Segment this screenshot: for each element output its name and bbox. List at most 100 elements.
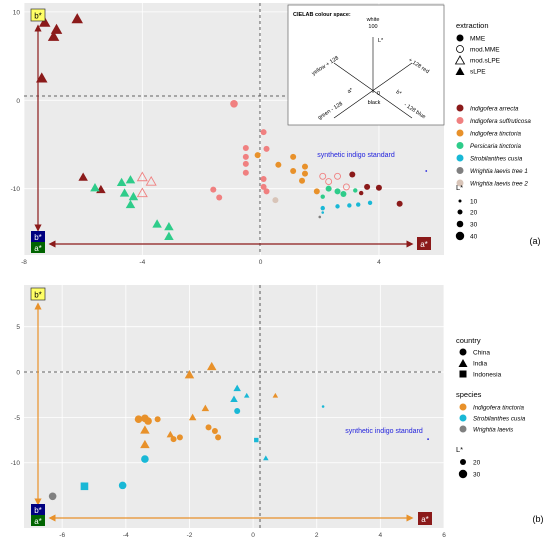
synthetic-standard-point	[425, 170, 428, 172]
data-point	[349, 171, 356, 178]
data-point	[205, 424, 212, 431]
data-point	[254, 437, 259, 443]
data-point	[325, 185, 332, 192]
panel-b-label: (b)	[533, 514, 544, 524]
data-point	[90, 183, 100, 192]
data-point	[80, 482, 89, 491]
data-point	[230, 395, 238, 403]
data-point	[299, 177, 306, 184]
x-tick-label: -4	[139, 259, 145, 266]
data-point	[356, 202, 361, 207]
data-point	[211, 427, 218, 434]
data-point	[176, 434, 183, 441]
legend-species-label: Wrightia laevis tree 1	[470, 168, 528, 175]
data-point	[375, 184, 382, 191]
data-point	[272, 392, 279, 398]
legend-b-country-title: country	[456, 336, 481, 345]
panel-a-box-b-neg-label: b*	[34, 233, 42, 242]
legend-a-size-20: 20	[470, 210, 478, 217]
data-point	[144, 417, 152, 425]
data-point	[396, 200, 403, 207]
panel-a-box-b-pos	[30, 8, 46, 22]
legend-a-size-30: 30	[470, 222, 478, 229]
panel-b-box-b-pos	[30, 287, 46, 301]
x-tick-label: -4	[123, 532, 129, 539]
legend-b-size-30: 30	[473, 472, 481, 479]
y-tick-label: 10	[13, 9, 21, 16]
data-point	[353, 188, 358, 193]
panel-a-synthetic-label: synthetic indigo standard	[317, 152, 395, 159]
legend-a-mod-slpe-icon	[454, 55, 466, 65]
panel-b-grid	[24, 285, 445, 528]
panel-b-box-a-neg-label: a*	[34, 517, 42, 526]
panel-b-synthetic-label: synthetic indigo standard	[345, 428, 423, 435]
panel-a-label: (a)	[530, 236, 541, 246]
panel-b-box-b-neg-label: b*	[34, 506, 42, 515]
data-point	[272, 197, 279, 204]
data-point	[35, 72, 48, 83]
legend-species-icon	[456, 104, 464, 112]
legend-species-icon	[459, 414, 467, 422]
legend-species-label: Persicaria tinctoria	[470, 143, 521, 150]
data-point	[318, 215, 322, 219]
panel-b-legend: country China India Indonesia species In…	[456, 336, 526, 479]
data-point	[313, 188, 320, 195]
data-point	[116, 177, 127, 187]
legend-species-icon	[456, 154, 464, 162]
data-point	[364, 183, 371, 190]
panel-a-box-a-neg	[31, 242, 45, 253]
legend-species-icon	[459, 403, 467, 411]
data-point	[206, 361, 217, 371]
x-tick-label: -8	[21, 259, 27, 266]
data-point	[320, 194, 325, 199]
cielab-a-axis	[333, 62, 413, 119]
panel-b-background	[24, 285, 444, 528]
legend-a-size-20-icon	[457, 209, 463, 215]
legend-a-size-10-icon	[458, 199, 462, 203]
data-point	[263, 455, 269, 461]
legend-a-size-10: 10	[470, 199, 478, 206]
data-point	[367, 200, 373, 206]
cielab-inset: CIELAB colour space: white 100 L* 0 blac…	[287, 4, 445, 126]
data-point	[210, 186, 217, 193]
data-point	[242, 169, 249, 176]
legend-species-icon	[456, 179, 464, 187]
legend-a-size-40: 40	[470, 234, 478, 241]
legend-b-india-icon	[458, 359, 468, 367]
x-tick-label: 6	[442, 532, 446, 539]
legend-a-mod-mme-icon	[456, 45, 464, 53]
data-point	[145, 175, 157, 186]
legend-species-label: Wrightia laevis tree 2	[470, 181, 528, 188]
legend-species-label: Wrightia laevis	[473, 427, 513, 434]
legend-species-icon	[456, 142, 464, 149]
data-point	[38, 16, 51, 27]
data-point	[275, 161, 282, 168]
data-point	[301, 170, 308, 177]
legend-b-size-20: 20	[473, 460, 481, 467]
data-point	[347, 203, 352, 208]
data-point	[290, 153, 297, 160]
data-point	[118, 481, 127, 490]
y-tick-label: 0	[16, 98, 20, 105]
legend-b-size-30-icon	[458, 469, 468, 479]
data-point	[242, 145, 249, 152]
cielab-a-label: a*	[347, 87, 355, 95]
cielab-white: white	[366, 17, 380, 23]
y-tick-label: -10	[11, 460, 21, 467]
legend-species-icon	[456, 129, 464, 137]
data-point	[152, 219, 162, 228]
legend-a-size-title: L*	[456, 183, 463, 192]
panel-b-box-a-pos-label: a*	[421, 515, 429, 524]
legend-b-size-20-icon	[460, 459, 466, 465]
cielab-b-label: b*	[395, 89, 403, 97]
data-point	[48, 492, 57, 501]
panel-b: -6 -4 -2 0 2 4 6 5 0 -5 -10 b* b* a* a* synthetic …	[11, 285, 544, 539]
data-point	[301, 163, 308, 170]
panel-a-box-b-neg	[31, 231, 45, 242]
panel-a-box-a-neg-label: a*	[34, 244, 42, 253]
data-point	[125, 199, 136, 209]
cielab-inset-frame	[287, 4, 445, 126]
data-point	[290, 168, 297, 174]
